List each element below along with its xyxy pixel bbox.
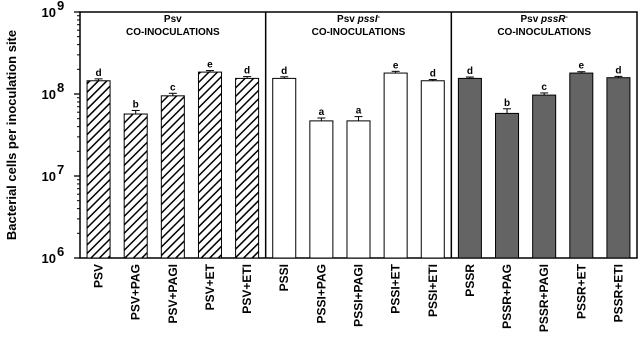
bar xyxy=(383,72,408,259)
significance-label: d xyxy=(615,65,621,76)
panel-title-line1: Psv pssR- xyxy=(520,14,568,26)
y-tick-exponent: 8 xyxy=(57,80,64,95)
significance-label: d xyxy=(96,68,102,79)
panel-title-line2: CO-INOCULATIONS xyxy=(126,27,220,38)
category-label: PSV+PAGI xyxy=(166,264,180,323)
category-label: PSSR+PAG xyxy=(500,264,514,329)
y-tick-label: 10 xyxy=(42,251,56,266)
panel-title-part: Psv xyxy=(164,14,182,25)
bar xyxy=(532,94,557,259)
bar xyxy=(86,80,111,259)
bar xyxy=(123,113,148,259)
y-tick-exponent: 6 xyxy=(57,244,64,259)
panel-title-part: - xyxy=(566,14,569,21)
y-tick-label: 10 xyxy=(42,87,56,102)
significance-label: b xyxy=(133,99,139,110)
category-label: PSSI+PAGI xyxy=(352,264,366,327)
panel-title-part: Psv xyxy=(520,14,541,25)
category-label: PSSI+PAG xyxy=(314,264,328,323)
significance-label: b xyxy=(504,98,510,109)
bar xyxy=(309,120,334,259)
panel-title-line1: Psv pssI- xyxy=(337,14,381,26)
category-label: PSV+PAG xyxy=(129,264,143,320)
bars xyxy=(86,70,631,259)
significance-label: d xyxy=(281,66,287,77)
significance-label: d xyxy=(244,66,250,77)
significance-label: c xyxy=(170,82,176,93)
bar xyxy=(160,95,185,259)
panel-title-part: pssR xyxy=(540,14,566,25)
bar xyxy=(235,77,260,259)
y-axis-label: Bacterial cells per inoculation site xyxy=(4,30,19,240)
category-label: PSSI xyxy=(277,264,291,291)
category-label: PSV+ETI xyxy=(240,264,254,314)
panel-title-part: Psv xyxy=(337,14,358,25)
bar xyxy=(346,120,371,259)
y-tick-label: 10 xyxy=(42,169,56,184)
category-label: PSSR+ET xyxy=(574,263,588,319)
panel-title-part: - xyxy=(378,14,381,21)
significance-label: d xyxy=(430,69,436,80)
category-label: PSSI+ET xyxy=(389,263,403,313)
category-label: PSV+ET xyxy=(203,263,217,310)
category-label: PSSR+PAGI xyxy=(537,264,551,332)
significance-label: a xyxy=(319,107,325,118)
y-tick-exponent: 7 xyxy=(57,162,64,177)
significance-label: a xyxy=(356,106,362,117)
y-tick-exponent: 9 xyxy=(57,0,64,13)
labels: Bacterial cells per inoculation site Psv C… xyxy=(4,14,625,333)
bar xyxy=(495,112,520,259)
y-tick-label: 10 xyxy=(42,5,56,20)
panel-title-line2: CO-INOCULATIONS xyxy=(497,27,591,38)
category-label: PSSR xyxy=(463,264,477,297)
panel-title-line1: Psv xyxy=(164,14,182,25)
category-label: PSSR+ETI xyxy=(611,264,625,322)
bar xyxy=(569,72,594,259)
category-label: PSSI+ETI xyxy=(426,264,440,317)
significance-label: d xyxy=(467,66,473,77)
significance-label: e xyxy=(579,61,585,72)
significance-label: e xyxy=(207,60,213,71)
bar xyxy=(606,77,631,259)
bar xyxy=(457,77,482,259)
panel-title-line2: CO-INOCULATIONS xyxy=(312,27,406,38)
category-label: PSV xyxy=(92,264,106,288)
significance-label: e xyxy=(393,60,399,71)
significance-label: c xyxy=(541,82,547,93)
bar xyxy=(420,80,445,259)
panel-title-part: pssI xyxy=(357,14,378,25)
bar xyxy=(197,71,222,259)
bar xyxy=(272,77,297,259)
